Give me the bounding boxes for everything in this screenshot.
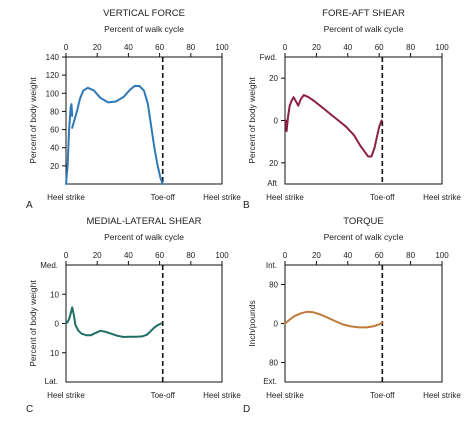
x-tick-label: 20 [93, 251, 102, 260]
heel-strike-label: Heel strike [47, 193, 85, 202]
x-axis-label: Percent of walk cycle [104, 232, 184, 242]
x-tick-label: 40 [124, 43, 133, 52]
plot-frame [65, 56, 223, 185]
heel-strike-end-label: Heel strike [203, 391, 241, 400]
y-bottom-label: Aft [267, 179, 278, 188]
plot-frame [284, 56, 443, 185]
x-tick-label: 100 [435, 43, 449, 52]
plot-frame [65, 264, 223, 383]
chart-title: MEDIAL-LATERAL SHEAR [86, 216, 201, 227]
chart-title: TORQUE [343, 216, 383, 227]
x-tick-label: 20 [312, 251, 321, 260]
heel-strike-end-label: Heel strike [423, 391, 461, 400]
heel-strike-label: Heel strike [266, 193, 304, 202]
panel-letter: C [26, 404, 33, 415]
x-tick-label: 40 [124, 251, 133, 260]
y-tick-label: 0 [274, 117, 279, 126]
x-tick-label: 80 [406, 43, 415, 52]
x-axis-label: Percent of walk cycle [324, 232, 404, 242]
y-axis-label: Percent of body weight [28, 77, 38, 164]
y-tick-label: 120 [46, 71, 60, 80]
y-tick-label: 10 [50, 349, 59, 358]
data-series-line [71, 85, 164, 185]
y-tick-label: 100 [46, 89, 60, 98]
x-tick-label: 40 [343, 43, 352, 52]
x-tick-label: 80 [406, 251, 415, 260]
heel-strike-end-label: Heel strike [423, 193, 461, 202]
chart-panel-b: FORE-AFT SHEAR Percent of walk cycle 0 20 40… [243, 8, 461, 211]
toe-off-label: Toe-off [370, 391, 395, 400]
panel-letter: A [26, 200, 33, 211]
y-tick-label: 60 [50, 126, 59, 135]
x-tick-label: 60 [155, 251, 164, 260]
x-tick-label: 0 [283, 251, 288, 260]
y-top-label: Med. [40, 261, 58, 270]
y-tick-label: 80 [269, 281, 278, 290]
chart-title: VERTICAL FORCE [103, 8, 185, 19]
data-series-line [284, 310, 384, 329]
heel-strike-label: Heel strike [266, 391, 304, 400]
x-tick-label: 60 [375, 251, 384, 260]
heel-strike-end-label: Heel strike [203, 193, 241, 202]
chart-title: FORE-AFT SHEAR [322, 8, 405, 19]
x-tick-label: 0 [64, 251, 69, 260]
y-tick-label: 20 [269, 74, 278, 83]
toe-off-label: Toe-off [151, 391, 176, 400]
panel-letter: D [243, 404, 250, 415]
x-tick-label: 80 [186, 43, 195, 52]
y-top-label: Int. [266, 261, 277, 270]
y-tick-label: 80 [50, 107, 59, 116]
x-axis-label: Percent of walk cycle [104, 24, 184, 34]
y-top-label: Fwd. [260, 53, 277, 62]
x-tick-label: 0 [64, 43, 69, 52]
x-axis-label: Percent of walk cycle [324, 24, 404, 34]
x-tick-label: 40 [343, 251, 352, 260]
y-bottom-label: Lat. [45, 377, 58, 386]
y-axis-label: Percent of body weight [247, 77, 257, 164]
x-tick-label: 100 [215, 43, 229, 52]
y-tick-label: 80 [269, 359, 278, 368]
y-bottom-label: Ext. [263, 377, 277, 386]
data-series-line [65, 103, 74, 185]
x-tick-label: 100 [215, 251, 229, 260]
y-tick-label: 140 [46, 53, 60, 62]
x-tick-label: 60 [375, 43, 384, 52]
chart-panel-a: VERTICAL FORCE Percent of walk cycle 0 20 40… [26, 8, 241, 211]
y-axis-label: Percent of body weight [28, 280, 38, 367]
y-axis-label: Inch/pounds [247, 300, 257, 346]
plot-frame [284, 264, 443, 383]
x-tick-label: 20 [312, 43, 321, 52]
x-tick-label: 60 [155, 43, 164, 52]
x-tick-label: 80 [186, 251, 195, 260]
toe-off-label: Toe-off [151, 193, 176, 202]
panel-letter: B [243, 200, 250, 211]
chart-panel-c: MEDIAL-LATERAL SHEAR Percent of walk cycl… [26, 216, 241, 415]
chart-panel-d: TORQUE Percent of walk cycle 0 20 40 60 80 100 8… [243, 216, 461, 415]
y-tick-label: 20 [269, 159, 278, 168]
toe-off-label: Toe-off [370, 193, 395, 202]
data-series-line [284, 94, 383, 158]
data-series-line [65, 306, 163, 338]
heel-strike-label: Heel strike [47, 391, 85, 400]
y-tick-label: 0 [274, 320, 279, 329]
y-tick-label: 0 [55, 320, 60, 329]
x-tick-label: 0 [283, 43, 288, 52]
y-tick-label: 40 [50, 144, 59, 153]
x-tick-label: 100 [435, 251, 449, 260]
y-tick-label: 10 [50, 290, 59, 299]
x-tick-label: 20 [93, 43, 102, 52]
y-tick-label: 20 [50, 162, 59, 171]
